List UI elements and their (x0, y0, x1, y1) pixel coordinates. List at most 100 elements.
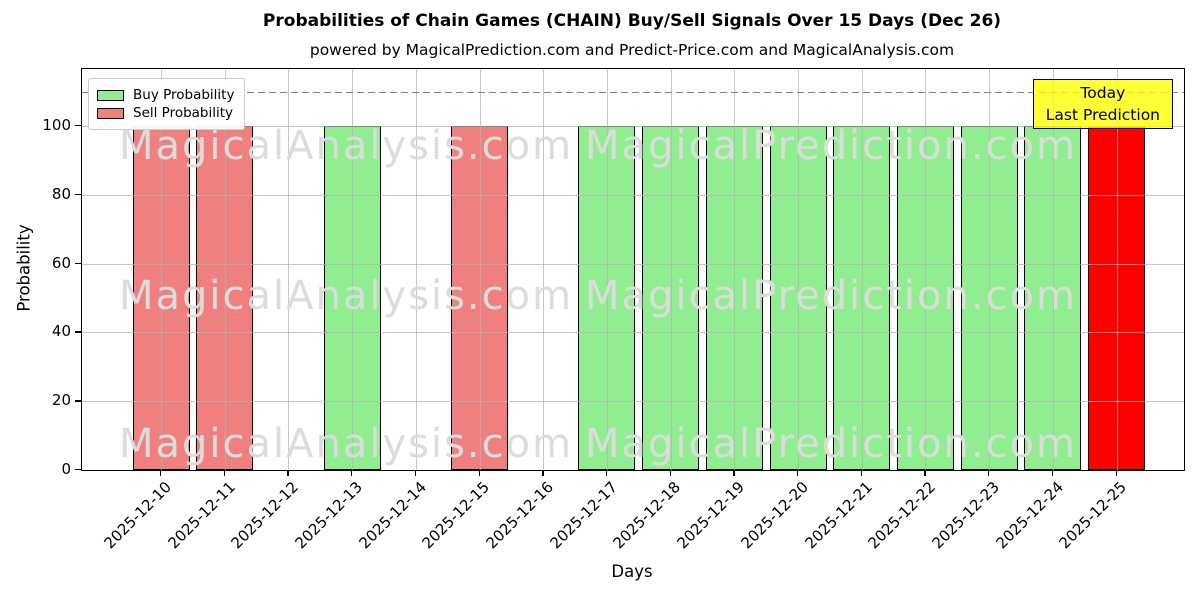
x-tick-label: 2025-12-22 (864, 478, 940, 553)
h-gridline (82, 332, 1184, 334)
x-tick (605, 470, 608, 476)
x-tick-label: 2025-12-24 (992, 478, 1067, 553)
v-gridline (1116, 69, 1118, 470)
x-tick-label: 2025-12-10 (100, 478, 175, 553)
x-tick-label: 2025-12-11 (164, 478, 239, 553)
chart-bar-2025-12-15 (451, 126, 508, 470)
v-gridline (543, 69, 545, 470)
chart-bar-2025-12-23 (960, 126, 1018, 470)
v-gridline (352, 69, 354, 470)
x-tick-label: 2025-12-15 (418, 478, 494, 553)
annotation-line-2: Last Prediction (1045, 106, 1160, 124)
x-tick (733, 470, 735, 476)
y-tick (75, 193, 81, 196)
x-tick (1115, 470, 1117, 476)
bars-layer (82, 69, 1184, 470)
x-tick-label: 2025-12-18 (609, 478, 685, 553)
x-tick (287, 470, 289, 476)
y-tick-label: 60 (51, 253, 71, 272)
buy-swatch-icon (97, 89, 124, 101)
dashed-guideline-layer (82, 69, 1184, 470)
legend-label-buy: Buy Probability (133, 87, 235, 103)
today-annotation: Today Last Prediction (1032, 79, 1173, 129)
chart-title: Probabilities of Chain Games (CHAIN) Buy… (262, 11, 1002, 31)
x-tick (414, 470, 417, 476)
chart-bar-2025-12-25 (1088, 126, 1145, 470)
y-tick-label: 100 (42, 116, 71, 135)
sell-swatch-icon (97, 107, 124, 119)
x-tick (860, 470, 863, 476)
y-axis-label: Probability (14, 224, 34, 312)
legend-item-buy: Buy Probability (97, 87, 234, 103)
x-tick-label: 2025-12-16 (482, 478, 557, 553)
legend: Buy Probability Sell Probability (88, 78, 246, 130)
x-tick-label: 2025-12-20 (737, 478, 812, 553)
h-gridline (82, 126, 1184, 128)
chart-bar-2025-12-13 (323, 126, 381, 470)
grid-layer (82, 69, 1184, 470)
v-gridline (798, 69, 799, 470)
y-tick-label: 40 (51, 322, 71, 341)
x-tick-label: 2025-12-21 (801, 478, 876, 553)
x-tick-label: 2025-12-23 (928, 478, 1003, 553)
watermark-layer: MagicalAnalysis.com MagicalPrediction.com… (82, 69, 1184, 470)
watermark-text: MagicalPrediction.com (585, 273, 1077, 319)
y-tick (75, 400, 81, 402)
watermark-text: MagicalPrediction.com (585, 123, 1077, 169)
v-gridline (670, 69, 672, 470)
x-tick (223, 470, 226, 476)
x-tick (542, 470, 544, 476)
chart-bar-2025-12-10 (132, 126, 190, 470)
legend-item-sell: Sell Probability (97, 105, 234, 121)
x-tick (924, 470, 926, 476)
x-tick-label: 2025-12-25 (1055, 478, 1131, 553)
legend-label-sell: Sell Probability (133, 105, 234, 121)
chart-bar-2025-12-22 (896, 126, 954, 470)
y-tick-label: 20 (51, 391, 71, 410)
x-tick (797, 470, 799, 476)
watermark-text: MagicalAnalysis.com (118, 273, 574, 319)
h-gridline (82, 401, 1184, 403)
v-gridline (288, 69, 290, 470)
chart-bar-2025-12-21 (833, 126, 891, 470)
y-tick (75, 262, 81, 265)
v-gridline (606, 69, 608, 470)
x-tick (988, 470, 990, 476)
y-tick (75, 331, 81, 333)
y-tick-label: 0 (61, 460, 71, 478)
chart-bar-2025-12-18 (642, 126, 700, 470)
dashed-guideline (82, 91, 1184, 94)
x-tick (351, 470, 353, 476)
x-tick-label: 2025-12-12 (227, 478, 303, 553)
chart-bar-2025-12-19 (705, 126, 763, 470)
v-gridline (861, 69, 863, 470)
y-tick (75, 125, 81, 127)
chart-bar-2025-12-11 (196, 126, 254, 470)
x-tick (669, 470, 671, 476)
x-tick (1051, 470, 1054, 476)
x-tick (478, 470, 480, 476)
y-tick (75, 469, 81, 471)
v-gridline (989, 69, 991, 470)
annotation-line-1: Today (1080, 84, 1126, 102)
chart-bar-2025-12-17 (578, 126, 636, 470)
h-gridline (82, 263, 1184, 265)
x-axis-label: Days (611, 562, 653, 581)
y-tick-label: 80 (51, 184, 71, 203)
plot-area: MagicalAnalysis.com MagicalPrediction.com… (81, 68, 1185, 471)
x-tick (160, 470, 162, 476)
h-gridline (82, 194, 1184, 196)
chart-bar-2025-12-24 (1024, 126, 1082, 470)
x-tick-label: 2025-12-19 (673, 478, 749, 553)
chart-subtitle: powered by MagicalPrediction.com and Pre… (309, 41, 955, 59)
watermark-text: MagicalPrediction.com (585, 421, 1077, 467)
v-gridline (734, 69, 736, 470)
v-gridline (925, 69, 927, 470)
v-gridline (1052, 69, 1054, 470)
x-tick-label: 2025-12-13 (291, 478, 366, 553)
x-tick-label: 2025-12-14 (355, 478, 430, 553)
v-gridline (479, 69, 481, 470)
x-tick-label: 2025-12-17 (546, 478, 621, 553)
v-gridline (415, 69, 417, 470)
